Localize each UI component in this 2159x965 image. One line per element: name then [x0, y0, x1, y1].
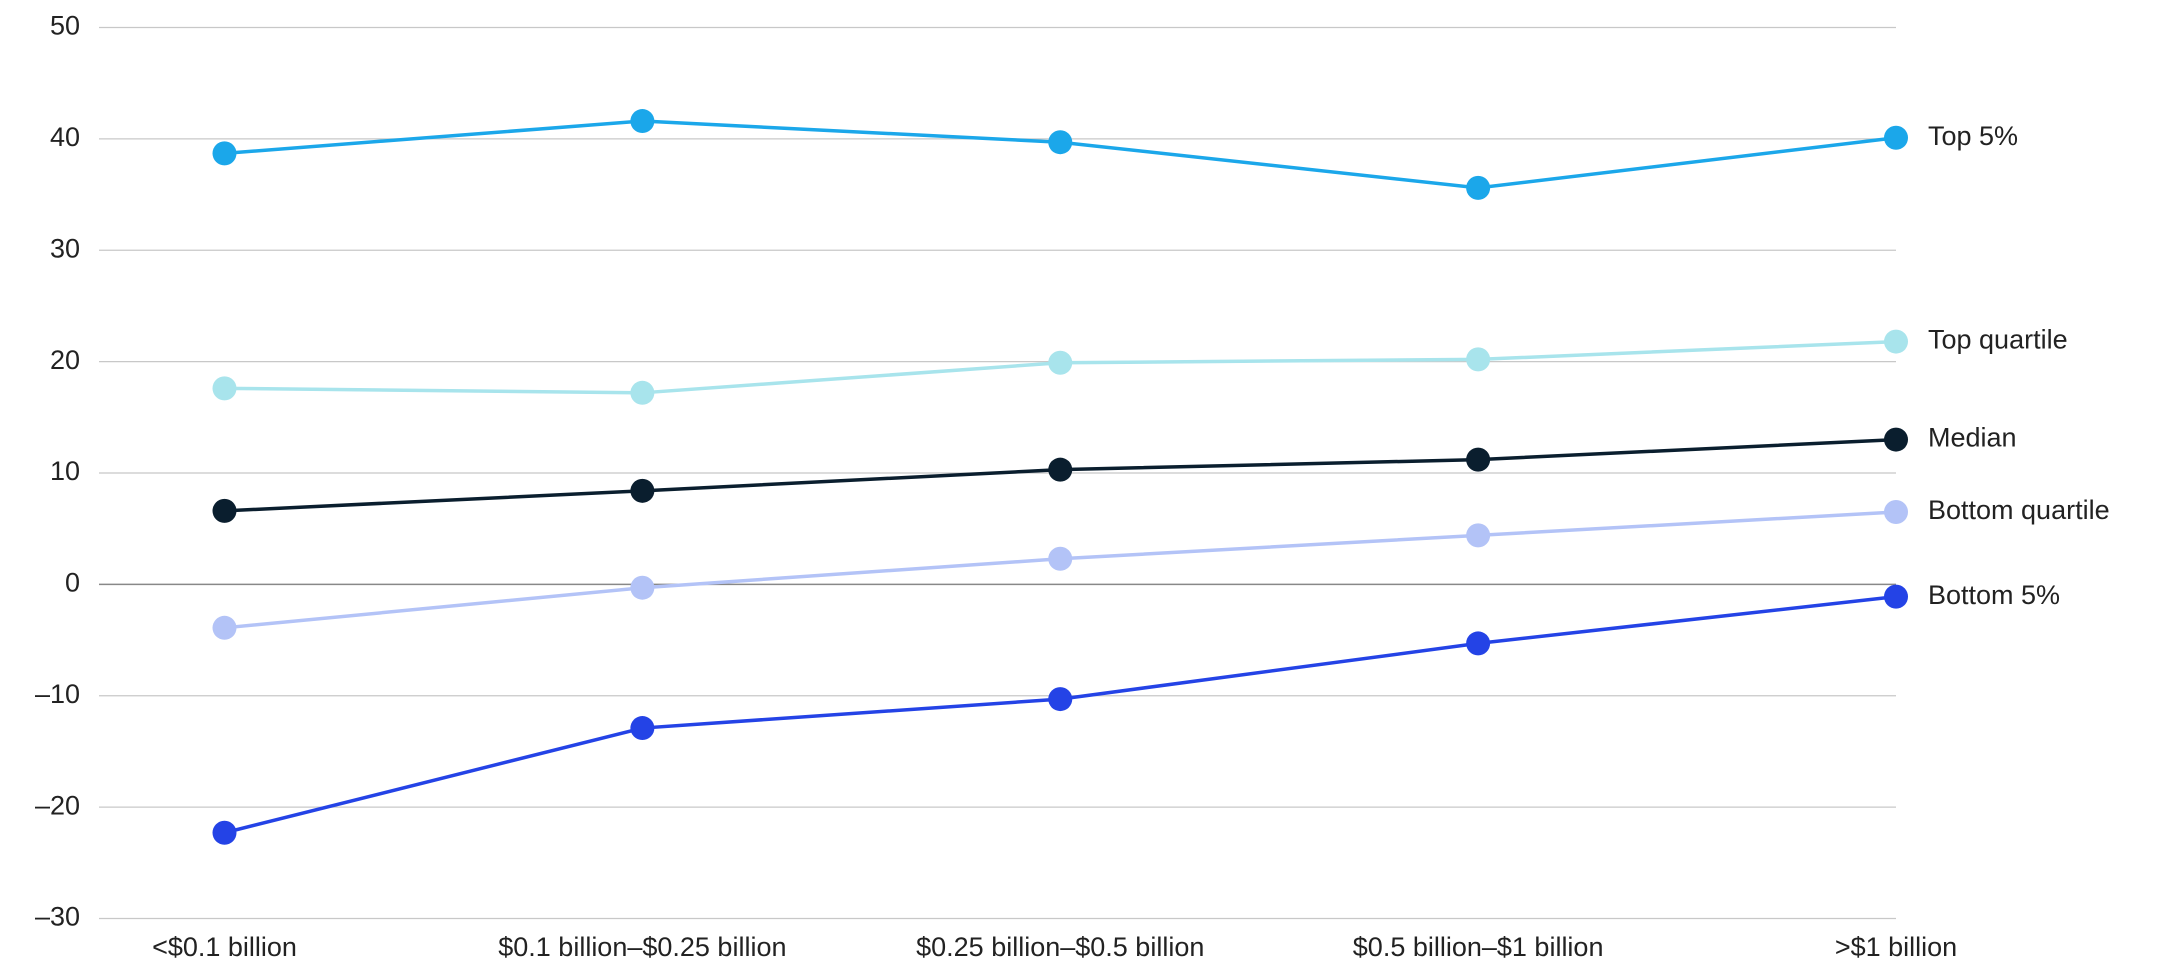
point: [1884, 329, 1908, 354]
series-label: Median: [1928, 423, 2017, 453]
series-label: Top 5%: [1928, 121, 2018, 151]
y-tick-label: 20: [50, 345, 80, 375]
y-tick-label: –10: [35, 679, 80, 709]
y-tick-label: –30: [35, 902, 80, 932]
y-tick-label: 40: [50, 122, 80, 152]
point: [212, 615, 237, 640]
point: [212, 376, 237, 401]
point: [212, 820, 237, 845]
point: [212, 141, 237, 166]
series-label: Bottom 5%: [1928, 580, 2060, 610]
point: [1048, 687, 1073, 712]
point: [1048, 546, 1073, 571]
point: [1884, 427, 1908, 452]
point: [630, 716, 655, 741]
point: [212, 498, 237, 523]
y-tick-label: 30: [50, 233, 80, 263]
point: [630, 478, 655, 503]
point: [1048, 130, 1073, 155]
point: [1884, 584, 1908, 609]
point: [1884, 499, 1908, 524]
point: [1048, 350, 1073, 375]
point: [630, 575, 655, 600]
x-tick-label: <$0.1 billion: [152, 932, 297, 962]
point: [1466, 347, 1491, 372]
point: [630, 380, 655, 405]
x-tick-label: $0.25 billion–$0.5 billion: [916, 932, 1204, 962]
y-tick-label: 10: [50, 456, 80, 486]
y-tick-label: –20: [35, 790, 80, 820]
y-tick-label: 0: [65, 568, 80, 598]
point: [1466, 631, 1491, 656]
point: [1466, 523, 1491, 548]
point: [1466, 447, 1491, 472]
x-tick-label: $0.1 billion–$0.25 billion: [498, 932, 786, 962]
y-tick-label: 50: [50, 11, 80, 41]
x-tick-label: >$1 billion: [1835, 932, 1957, 962]
x-tick-label: $0.5 billion–$1 billion: [1353, 932, 1604, 962]
point: [630, 109, 655, 134]
series-line: [224, 594, 1897, 835]
point: [1884, 125, 1908, 150]
series-label: Top quartile: [1928, 325, 2068, 355]
series-label: Bottom quartile: [1928, 495, 2110, 525]
point: [1048, 457, 1073, 482]
point: [1466, 175, 1491, 200]
